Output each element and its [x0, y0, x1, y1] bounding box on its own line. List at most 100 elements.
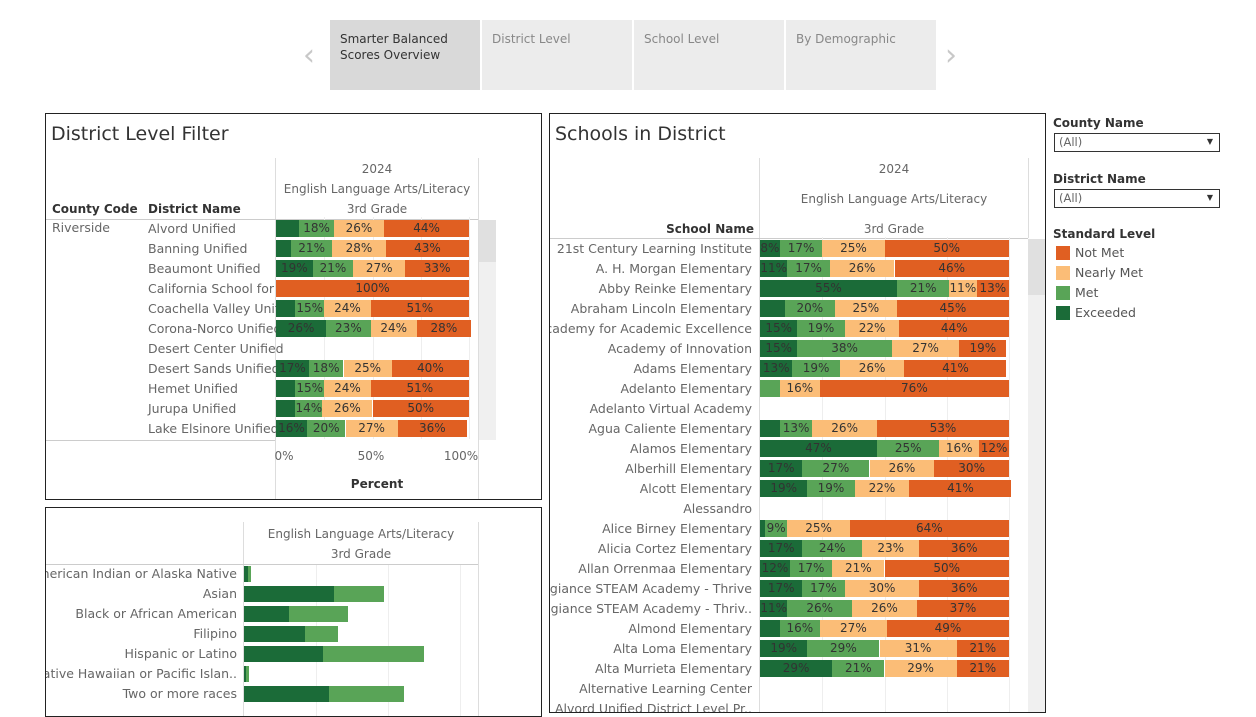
row-label[interactable]: Academy of Innovation: [607, 341, 752, 356]
row-label[interactable]: Alvord Unified District Level Pr..: [554, 701, 752, 713]
bar-segment-met[interactable]: 15%: [295, 300, 325, 317]
bar-segment-exceeded[interactable]: [276, 300, 296, 317]
bar-segment-met[interactable]: [334, 586, 385, 602]
bar-segment-exceeded[interactable]: [244, 566, 248, 582]
bar-segment-met[interactable]: 23%: [326, 320, 371, 337]
bar-segment-exceeded[interactable]: 8%: [760, 240, 780, 257]
row-label[interactable]: Alternative Learning Center: [579, 681, 752, 696]
bar-segment-exceeded[interactable]: 19%: [760, 640, 808, 657]
bar-segment-nearly-met[interactable]: 11%: [949, 280, 977, 297]
bar-segment-exceeded[interactable]: [276, 400, 296, 417]
bar-segment-met[interactable]: 19%: [792, 360, 840, 377]
bar-segment-exceeded[interactable]: 29%: [760, 660, 833, 677]
bar-segment-nearly-met[interactable]: 27%: [819, 620, 887, 637]
bar-segment-exceeded[interactable]: [760, 420, 780, 437]
bar-segment-nearly-met[interactable]: 16%: [779, 380, 820, 397]
row-label[interactable]: Desert Center Unified: [148, 341, 284, 356]
row-label[interactable]: Adelanto Virtual Academy: [589, 401, 752, 416]
county-filter-select[interactable]: (All) ▼: [1054, 133, 1220, 152]
bar-segment-met[interactable]: 18%: [308, 360, 344, 377]
scrollbar[interactable]: [479, 220, 496, 440]
bar-segment-nearly-met[interactable]: 28%: [332, 240, 386, 257]
bar-segment-met[interactable]: 19%: [807, 480, 855, 497]
bar-segment-exceeded[interactable]: [760, 300, 785, 317]
row-label[interactable]: Alessandro: [683, 501, 752, 516]
row-label[interactable]: Coachella Valley Unif..: [148, 301, 287, 316]
row-label[interactable]: Academy for Academic Excellence: [549, 321, 752, 336]
row-label[interactable]: Hispanic or Latino: [124, 646, 237, 661]
bar-segment-met[interactable]: 21%: [832, 660, 885, 677]
district-filter-select[interactable]: (All) ▼: [1054, 189, 1220, 208]
bar-segment-nearly-met[interactable]: 25%: [787, 520, 850, 537]
bar-segment-met[interactable]: 14%: [295, 400, 323, 417]
scrollbar[interactable]: [1028, 239, 1045, 712]
bar-segment-met[interactable]: 29%: [807, 640, 880, 657]
bar-segment-met[interactable]: [328, 686, 405, 702]
row-label[interactable]: Abby Reinke Elementary: [598, 281, 752, 296]
bar-segment-not-met[interactable]: 21%: [956, 640, 1009, 657]
bar-segment-exceeded[interactable]: 13%: [760, 360, 793, 377]
bar-segment-nearly-met[interactable]: 22%: [854, 480, 910, 497]
bar-segment-exceeded[interactable]: 47%: [760, 440, 877, 457]
row-label[interactable]: Asian: [202, 586, 237, 601]
bar-segment-exceeded[interactable]: [276, 220, 300, 237]
bar-segment-exceeded[interactable]: [244, 626, 306, 642]
bar-segment-met[interactable]: 13%: [779, 420, 813, 437]
row-label[interactable]: Banning Unified: [148, 241, 248, 256]
row-label[interactable]: Adams Elementary: [633, 361, 752, 376]
bar-segment-exceeded[interactable]: 19%: [276, 260, 313, 277]
tab-school-level[interactable]: School Level: [634, 20, 784, 90]
bar-segment-exceeded[interactable]: 17%: [276, 360, 309, 377]
row-label[interactable]: Alberhill Elementary: [625, 461, 752, 476]
bar-segment-nearly-met[interactable]: 21%: [832, 560, 885, 577]
bar-segment-exceeded[interactable]: [760, 520, 765, 537]
bar-segment-exceeded[interactable]: [760, 620, 780, 637]
bar-segment-met[interactable]: 19%: [797, 320, 845, 337]
row-label[interactable]: Abraham Lincoln Elementary: [570, 301, 752, 316]
bar-segment-exceeded[interactable]: [276, 240, 292, 257]
bar-segment-met[interactable]: 21%: [312, 260, 354, 277]
bar-segment-nearly-met[interactable]: 22%: [844, 320, 900, 337]
tab-district-level[interactable]: District Level: [482, 20, 632, 90]
bar-segment-nearly-met[interactable]: 25%: [822, 240, 885, 257]
bar-segment-exceeded[interactable]: 11%: [760, 600, 788, 617]
prev-arrow-icon[interactable]: ‹: [303, 38, 315, 73]
bar-segment-met[interactable]: 27%: [802, 460, 870, 477]
bar-segment-not-met[interactable]: 46%: [894, 260, 1009, 277]
bar-segment-exceeded[interactable]: 55%: [760, 280, 897, 297]
row-label[interactable]: Adelanto Elementary: [620, 381, 752, 396]
legend-item-nearly-met[interactable]: Nearly Met: [1056, 263, 1143, 283]
row-label[interactable]: Alta Loma Elementary: [613, 641, 752, 656]
bar-segment-not-met[interactable]: 45%: [896, 300, 1009, 317]
bar-segment-met[interactable]: 17%: [789, 560, 833, 577]
bar-segment-met[interactable]: [245, 666, 250, 682]
bar-segment-nearly-met[interactable]: 27%: [353, 260, 406, 277]
bar-segment-exceeded[interactable]: [244, 606, 289, 622]
district-name-header[interactable]: District Name: [148, 202, 241, 216]
bar-segment-nearly-met[interactable]: 26%: [812, 420, 877, 437]
bar-segment-exceeded[interactable]: [276, 380, 296, 397]
bar-segment-exceeded[interactable]: 17%: [760, 460, 803, 477]
bar-segment-met[interactable]: 9%: [765, 520, 788, 537]
bar-segment-not-met[interactable]: 44%: [384, 220, 469, 237]
bar-segment-exceeded[interactable]: 26%: [276, 320, 327, 337]
bar-segment-not-met[interactable]: 49%: [887, 620, 1009, 637]
bar-segment-met[interactable]: [760, 380, 780, 397]
row-label[interactable]: Allan Orrenmaa Elementary: [578, 561, 752, 576]
bar-segment-nearly-met[interactable]: 26%: [829, 260, 895, 277]
bar-segment-met[interactable]: 21%: [897, 280, 950, 297]
bar-segment-met[interactable]: 17%: [802, 580, 845, 597]
bar-segment-nearly-met[interactable]: 29%: [884, 660, 957, 677]
row-label[interactable]: Two or more races: [122, 686, 237, 701]
bar-segment-met[interactable]: [289, 606, 349, 622]
bar-segment-exceeded[interactable]: [244, 686, 329, 702]
bar-segment-nearly-met[interactable]: 24%: [324, 300, 371, 317]
bar-segment-nearly-met[interactable]: 26%: [839, 360, 905, 377]
row-label[interactable]: Hemet Unified: [148, 381, 238, 396]
bar-segment-nearly-met[interactable]: 27%: [345, 420, 398, 437]
bar-segment-nearly-met[interactable]: 27%: [892, 340, 960, 357]
bar-segment-met[interactable]: 38%: [797, 340, 892, 357]
bar-segment-exceeded[interactable]: 16%: [276, 420, 307, 437]
row-label[interactable]: Corona-Norco Unified: [148, 321, 282, 336]
row-label[interactable]: Agua Caliente Elementary: [588, 421, 752, 436]
